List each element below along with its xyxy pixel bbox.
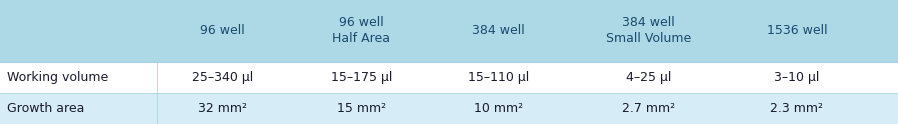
Text: Working volume: Working volume <box>7 71 109 84</box>
Text: 32 mm²: 32 mm² <box>198 102 247 115</box>
Text: 384 well: 384 well <box>472 25 524 37</box>
Text: 96 well
Half Area: 96 well Half Area <box>332 16 391 46</box>
Text: Growth area: Growth area <box>7 102 84 115</box>
Bar <box>0 62 898 93</box>
Text: 384 well
Small Volume: 384 well Small Volume <box>606 16 691 46</box>
Text: 15–175 μl: 15–175 μl <box>330 71 392 84</box>
Text: 1536 well: 1536 well <box>767 25 827 37</box>
Text: 15 mm²: 15 mm² <box>337 102 386 115</box>
Bar <box>0 93 898 124</box>
Bar <box>0 0 898 62</box>
Text: 2.3 mm²: 2.3 mm² <box>770 102 823 115</box>
Text: 25–340 μl: 25–340 μl <box>191 71 253 84</box>
Text: 96 well: 96 well <box>200 25 244 37</box>
Text: 4–25 μl: 4–25 μl <box>626 71 672 84</box>
Text: 15–110 μl: 15–110 μl <box>468 71 529 84</box>
Text: 3–10 μl: 3–10 μl <box>774 71 820 84</box>
Text: 2.7 mm²: 2.7 mm² <box>622 102 675 115</box>
Text: 10 mm²: 10 mm² <box>474 102 523 115</box>
